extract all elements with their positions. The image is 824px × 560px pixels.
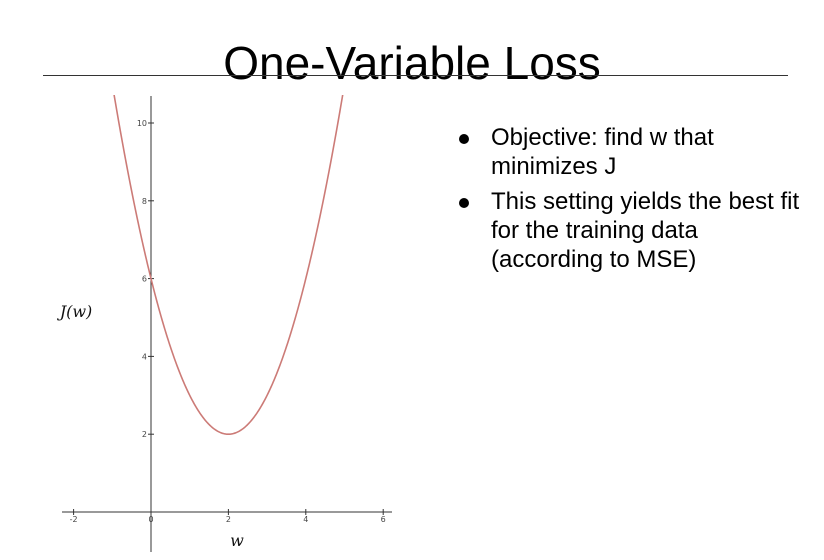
y-tick-label: 2 (142, 430, 147, 439)
x-tick-label: 0 (148, 515, 153, 524)
bullet-item: Objective: find w that minimizes J (456, 123, 816, 181)
y-tick-label: 6 (142, 275, 147, 284)
chart-axes (62, 96, 392, 552)
slide-title: One-Variable Loss (223, 36, 601, 89)
x-tick-label: 6 (381, 515, 386, 524)
bullet-dot-icon (459, 134, 469, 144)
bullet-text: This setting yields the best fit for the… (491, 188, 800, 273)
bullet-dot-icon (459, 198, 469, 208)
title-divider (43, 75, 788, 76)
y-tick-label: 8 (142, 197, 147, 206)
bullet-list: Objective: find w that minimizes J This … (456, 123, 816, 280)
x-tick-label: 2 (226, 515, 231, 524)
loss-curve-line (113, 95, 344, 436)
y-tick-label: 10 (137, 119, 147, 128)
y-tick-label: 4 (142, 352, 147, 361)
chart-plot-area (113, 95, 344, 436)
x-tick-label: 4 (303, 515, 308, 524)
x-tick-label: -2 (70, 515, 78, 524)
y-axis-label: J(w) (57, 302, 93, 321)
x-axis-label: w (230, 531, 244, 550)
bullet-text: Objective: find w that minimizes J (491, 124, 714, 180)
bullet-item: This setting yields the best fit for the… (456, 187, 816, 274)
chart-ticks: -2 0 2 4 6 2 4 6 8 10 (70, 119, 386, 524)
